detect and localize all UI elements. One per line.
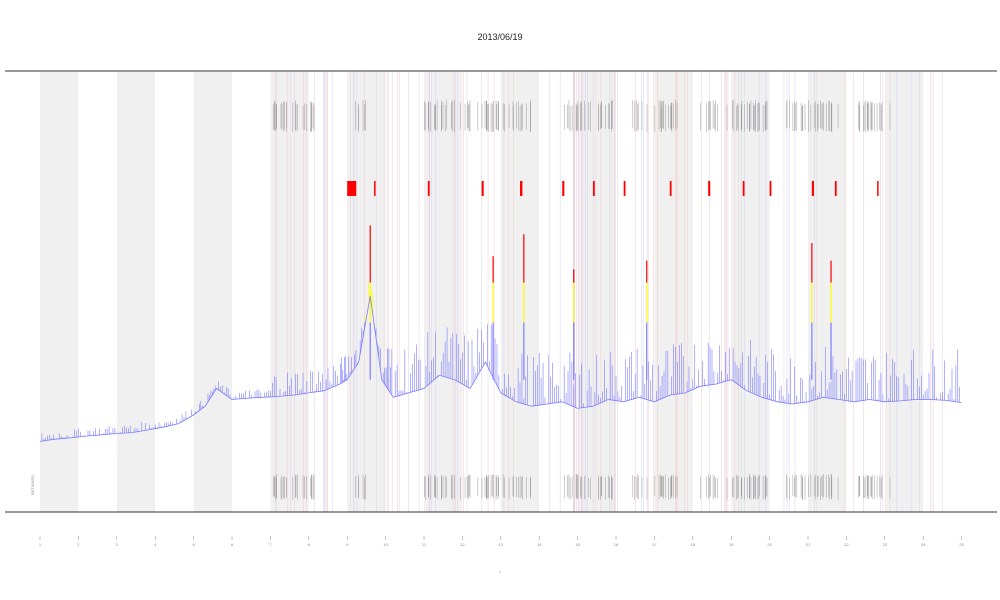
chart-title: 2013/06/19 [477, 32, 522, 42]
vertical-markers [274, 72, 944, 512]
x-tick-label: 4 [154, 542, 157, 547]
x-axis-ticks: 1 2 3 4 5 6 7 8 9 10 11 12 13 14 15 16 17 18 19 20 21 22 23 24 2… [39, 536, 965, 547]
x-tick-label: 10 [383, 542, 388, 547]
event-mark [669, 181, 672, 196]
band [40, 72, 79, 512]
critical-events [347, 181, 879, 196]
x-tick-label: 1 [39, 542, 42, 547]
series-line [39, 295, 962, 442]
event-mark [742, 181, 745, 196]
event-mark [834, 181, 837, 196]
x-tick-label: 5 [192, 542, 195, 547]
side-label: RETAINED [30, 475, 35, 495]
band [884, 72, 924, 512]
event-mark [520, 181, 523, 196]
x-tick-label: 19 [729, 542, 734, 547]
band [347, 72, 386, 512]
band [116, 72, 156, 512]
event-mark [562, 181, 565, 196]
event-mark [347, 181, 357, 196]
x-tick-label: 15 [575, 542, 580, 547]
x-tick-label: 3 [116, 542, 119, 547]
x-tick-label: 20 [767, 542, 772, 547]
x-tick-label: 22 [844, 542, 849, 547]
x-tick-label: 14 [537, 542, 542, 547]
band [424, 72, 463, 512]
event-mark [811, 181, 814, 196]
band [193, 72, 232, 512]
x-tick-label: 8 [308, 542, 311, 547]
band [808, 72, 847, 512]
band [731, 72, 770, 512]
x-tick-label: 18 [691, 542, 696, 547]
activity-ticks-top [272, 100, 891, 132]
x-tick-label: 11 [422, 542, 427, 547]
x-tick-label: 12 [460, 542, 465, 547]
x-axis-label: t [499, 569, 501, 574]
event-mark [877, 181, 879, 196]
x-tick-label: 23 [883, 542, 888, 547]
event-mark [708, 181, 711, 196]
event-mark [374, 181, 376, 196]
band [654, 72, 693, 512]
event-mark [427, 181, 430, 196]
activity-ticks-bottom [272, 474, 891, 500]
series [39, 225, 962, 442]
x-tick-label: 6 [231, 542, 234, 547]
x-tick-label: 9 [346, 542, 349, 547]
event-mark [769, 181, 772, 196]
x-tick-label: 13 [499, 542, 504, 547]
band [270, 72, 309, 512]
x-tick-label: 25 [959, 542, 964, 547]
band [577, 72, 616, 512]
x-tick-label: 24 [921, 542, 926, 547]
x-tick-label: 7 [269, 542, 272, 547]
x-tick-label: 16 [614, 542, 619, 547]
band [500, 72, 540, 512]
event-mark [592, 181, 595, 196]
event-mark [481, 181, 484, 196]
x-tick-label: 17 [652, 542, 657, 547]
x-tick-label: 2 [77, 542, 80, 547]
event-mark [623, 181, 626, 196]
x-tick-label: 21 [806, 542, 811, 547]
